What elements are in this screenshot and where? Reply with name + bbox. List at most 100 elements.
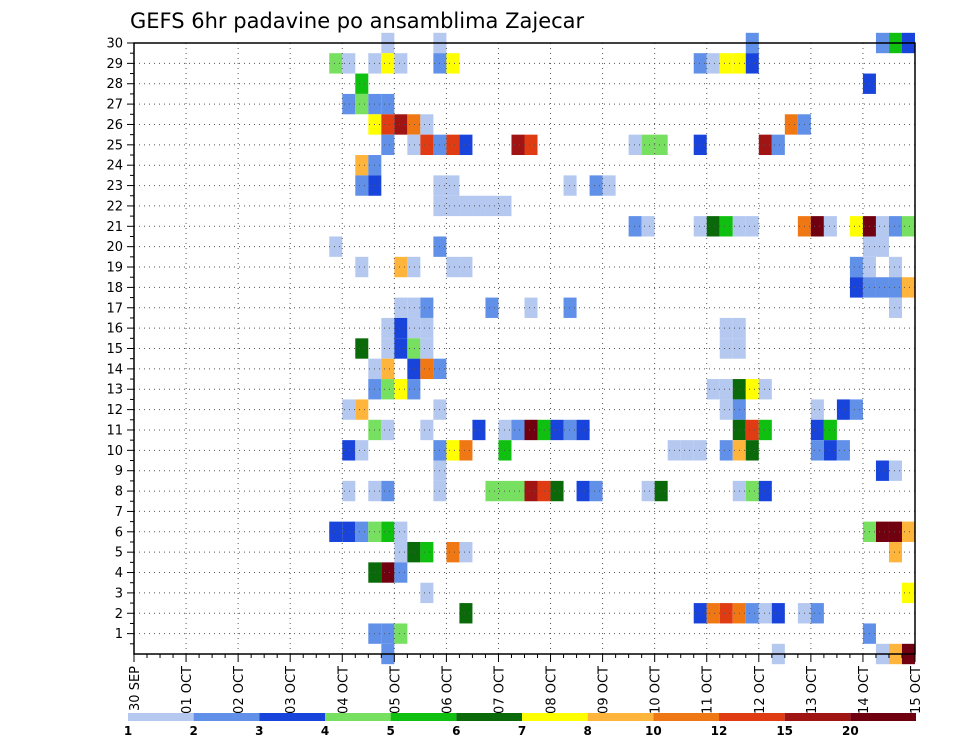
heatmap-cell [628, 216, 642, 237]
heatmap-cell [641, 134, 655, 156]
heatmap-cells [329, 32, 915, 665]
x-tick-label: 02 OCT [232, 666, 247, 714]
colorbar-label: 7 [518, 724, 526, 738]
heatmap-cell [472, 195, 486, 217]
heatmap-cell [420, 114, 434, 135]
y-tick-label: 7 [115, 505, 123, 520]
heatmap-cell [563, 175, 577, 196]
heatmap-cell [329, 236, 343, 257]
heatmap-cell [342, 440, 356, 461]
heatmap-cell [459, 541, 473, 563]
y-tick-label: 20 [106, 240, 123, 255]
x-tick-label: 07 OCT [492, 666, 507, 714]
heatmap-cell [719, 338, 733, 359]
heatmap-cell [420, 317, 434, 339]
heatmap-cell [719, 603, 733, 624]
y-axis: 1234567891011121314151617181920212223242… [106, 37, 134, 645]
colorbar-label: 15 [776, 724, 793, 738]
heatmap-cell [394, 317, 408, 339]
x-tick-label: 03 OCT [284, 666, 299, 714]
heatmap-cell [511, 134, 525, 156]
heatmap-cell [771, 134, 785, 156]
heatmap-cell [394, 562, 408, 583]
heatmap-cell [719, 440, 733, 461]
heatmap-cell [745, 440, 759, 461]
y-tick-label: 10 [106, 444, 123, 459]
heatmap-cell [901, 521, 915, 542]
heatmap-cell [459, 603, 473, 624]
heatmap-cell [355, 521, 369, 542]
heatmap-cell [407, 338, 421, 359]
heatmap-cell [719, 399, 733, 420]
x-tick-label: 13 OCT [805, 666, 820, 714]
heatmap-cell [745, 379, 759, 400]
colorbar-swatch [259, 713, 325, 721]
heatmap-cell [849, 216, 863, 237]
heatmap-cell [784, 114, 798, 135]
heatmap-cell [641, 216, 655, 237]
heatmap-cell [342, 399, 356, 420]
x-tick-label: 05 OCT [388, 666, 403, 714]
heatmap-cell [758, 379, 772, 400]
heatmap-cell [394, 297, 408, 318]
y-tick-label: 30 [106, 37, 123, 52]
heatmap-cell [810, 216, 824, 237]
heatmap-cell [485, 195, 499, 217]
heatmap-cell [693, 216, 707, 237]
heatmap-cell [342, 480, 356, 502]
y-tick-label: 12 [106, 403, 123, 418]
heatmap-cell [381, 134, 395, 156]
heatmap-cell [888, 521, 902, 542]
heatmap-cell [381, 338, 395, 359]
heatmap-cell [355, 93, 369, 115]
x-tick-label: 08 OCT [545, 666, 560, 714]
y-tick-label: 8 [115, 485, 123, 500]
heatmap-cell [511, 419, 525, 441]
heatmap-cell [706, 379, 720, 400]
heatmap-cell [355, 175, 369, 196]
heatmap-cell [693, 134, 707, 156]
heatmap-cell [576, 419, 590, 441]
heatmap-cell [693, 53, 707, 74]
heatmap-cell [420, 358, 434, 380]
y-tick-label: 4 [115, 566, 123, 581]
heatmap-cell [654, 480, 668, 502]
y-tick-label: 9 [115, 464, 123, 479]
x-axis: 30 SEP 01 OCT 02 OCT 03 OCT 04 OCT 05 OCT 06 O… [128, 654, 924, 714]
heatmap-cell [394, 338, 408, 359]
heatmap-cell [719, 53, 733, 74]
y-tick-label: 6 [115, 525, 123, 540]
colorbar-swatch [325, 713, 391, 721]
heatmap-cell [459, 256, 473, 278]
heatmap-cell [381, 93, 395, 115]
heatmap-cell [576, 480, 590, 502]
colorbar-label: 8 [583, 724, 591, 738]
heatmap-cell [719, 317, 733, 339]
heatmap-cell [550, 419, 564, 441]
colorbar-swatch [193, 713, 260, 721]
heatmap-cell [758, 480, 772, 502]
x-tick-label: 14 OCT [857, 666, 872, 714]
heatmap-cell [355, 440, 369, 461]
heatmap-cell [420, 582, 434, 604]
x-tick-label: 30 SEP [128, 666, 143, 711]
heatmap-cell [355, 338, 369, 359]
heatmap-cell [758, 603, 772, 624]
heatmap-cell [823, 216, 837, 237]
y-tick-label: 11 [106, 423, 123, 438]
heatmap-cell [394, 623, 408, 644]
heatmap-cell [355, 399, 369, 420]
heatmap-cell [394, 521, 408, 542]
heatmap-cell [771, 603, 785, 624]
y-tick-label: 13 [106, 383, 123, 398]
x-tick-label: 10 OCT [649, 666, 664, 714]
chart-title: GEFS 6hr padavine po ansamblima Zajecar [130, 9, 585, 33]
heatmap-cell [394, 256, 408, 278]
heatmap-cell [836, 440, 850, 461]
y-tick-label: 3 [115, 586, 123, 601]
heatmap-cell [693, 440, 707, 461]
y-tick-label: 2 [115, 607, 123, 622]
heatmap-cell [485, 297, 499, 318]
heatmap-cell [888, 277, 902, 298]
